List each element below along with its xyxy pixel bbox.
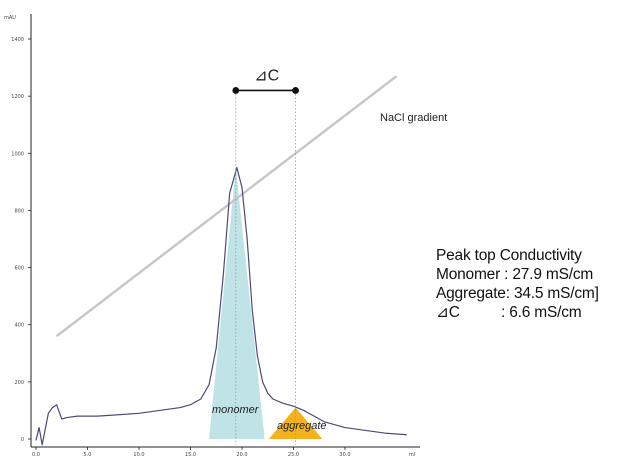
y-tick-label: 0	[21, 437, 24, 443]
panel-delta-value: : 6.6 mS/cm	[501, 304, 582, 321]
x-tick-label: 30.0	[339, 452, 350, 458]
chart-annotations: ⊿C NaCl gradient monomer aggregate	[212, 67, 447, 445]
chart-axes: mAU 0 200 400 600 800 1000 1200 1400 0.0 5.0 10.0 15…	[4, 14, 420, 458]
gradient-label: NaCl gradient	[380, 112, 447, 124]
y-tick-label: 800	[14, 208, 24, 214]
delta-c-dot-right	[292, 87, 299, 94]
aggregate-label: aggregate	[277, 420, 327, 432]
x-tick-label: 15.0	[185, 452, 196, 458]
panel-monomer: Monomer : 27.9 mS/cm	[436, 266, 594, 283]
x-tick-label: 10.0	[133, 452, 144, 458]
peak-fills	[209, 167, 323, 439]
x-tick-label: 20.0	[236, 452, 247, 458]
panel-aggregate: Aggregate: 34.5 mS/cm]	[436, 285, 599, 302]
y-axis-unit: mAU	[4, 15, 16, 21]
x-tick-label: ml	[409, 452, 415, 458]
x-tick-label: 5.0	[84, 452, 92, 458]
y-tick-label: 1200	[11, 94, 24, 100]
y-tick-label: 200	[14, 380, 24, 386]
peak-conductivity-panel: Peak top Conductivity Monomer : 27.9 mS/…	[436, 246, 642, 322]
monomer-label: monomer	[212, 404, 260, 416]
y-tick-label: 400	[14, 323, 24, 329]
y-tick-label: 1000	[11, 151, 24, 157]
chart-lines	[35, 75, 407, 446]
delta-c-dot-left	[232, 87, 240, 94]
x-tick-label: 25.0	[288, 452, 299, 458]
series-line-nacl-gradient	[55, 75, 398, 338]
delta-c-label: ⊿C	[254, 67, 279, 84]
monomer-peak-fill	[209, 167, 265, 439]
series-line-chromatogram	[35, 166, 407, 446]
panel-title: Peak top Conductivity	[436, 247, 582, 264]
y-tick-label: 600	[14, 266, 24, 272]
panel-delta-row: ⊿C : 6.6 mS/cm	[436, 303, 642, 322]
y-tick-label: 1400	[11, 37, 24, 43]
x-tick-label: 0.0	[32, 452, 40, 458]
panel-delta-label: ⊿C	[436, 304, 460, 321]
